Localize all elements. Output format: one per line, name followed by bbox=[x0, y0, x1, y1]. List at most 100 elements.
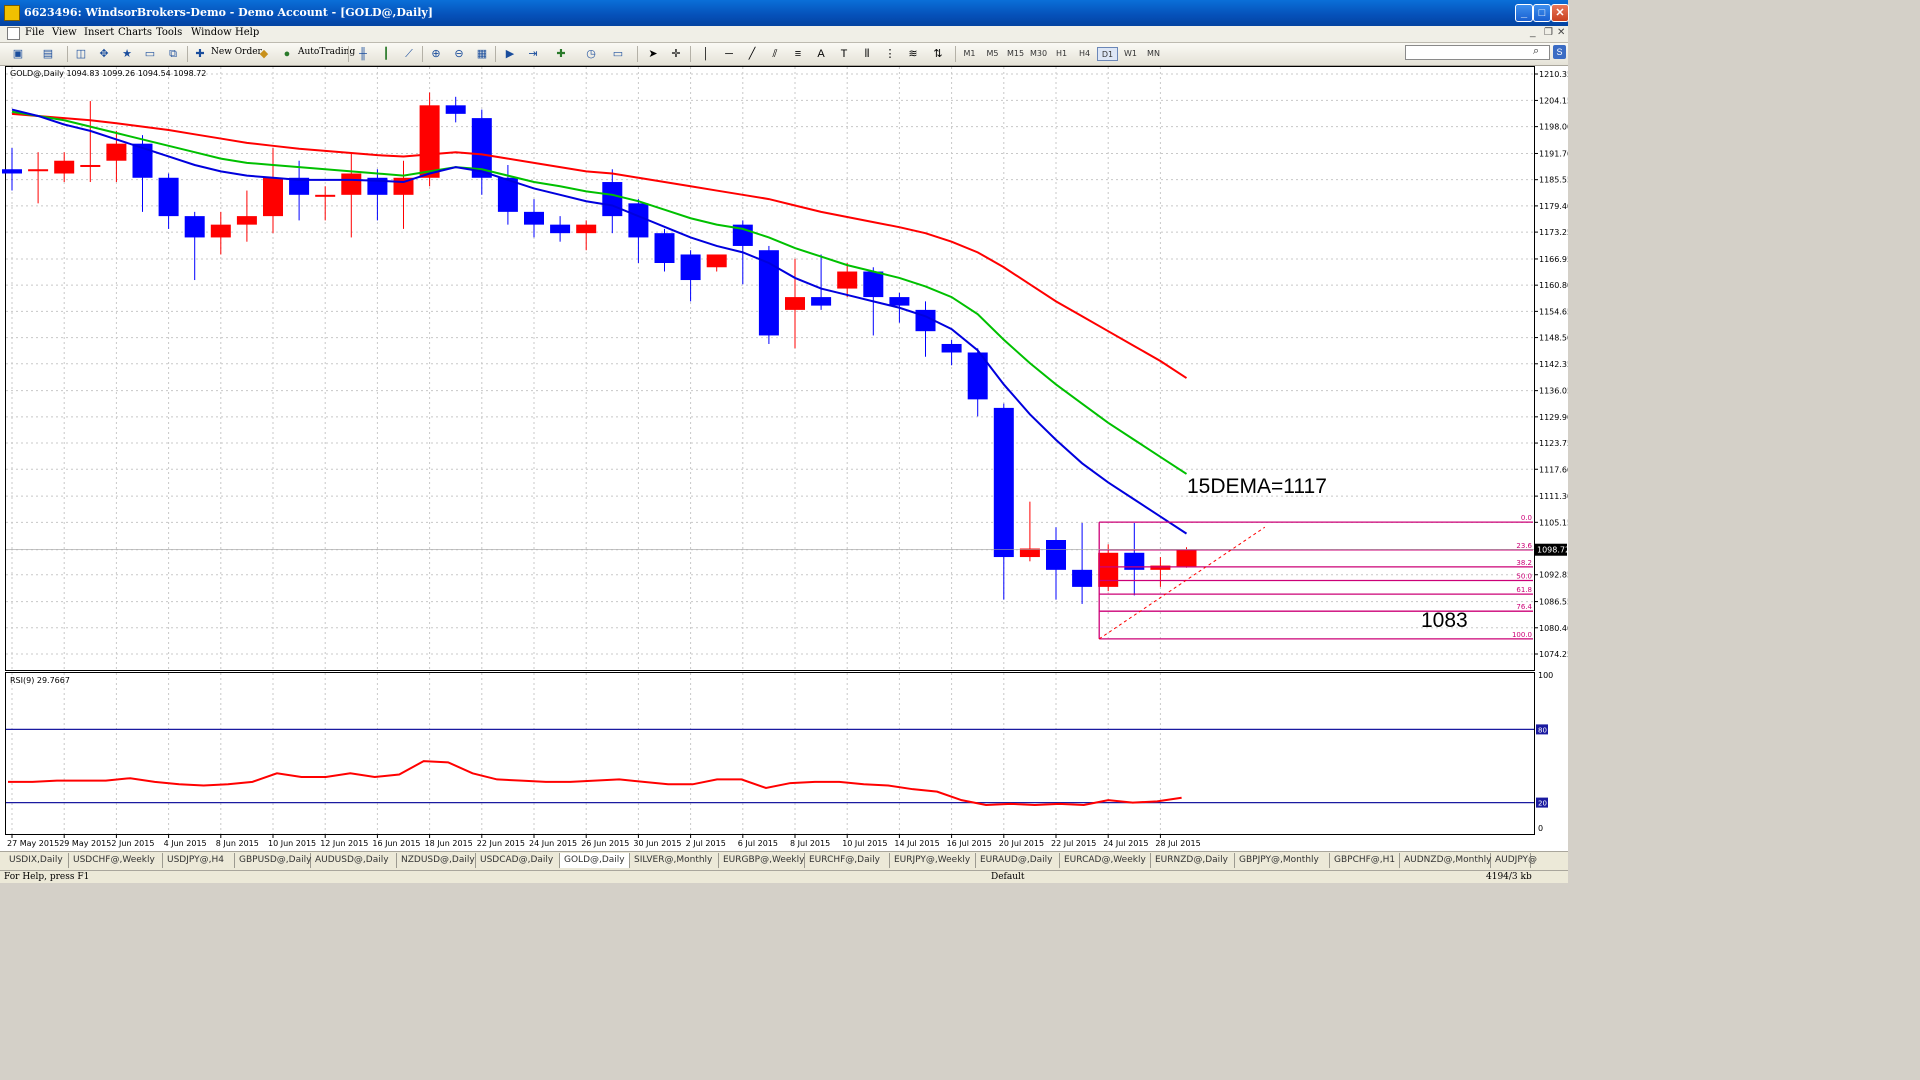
maximize-button[interactable]: □ bbox=[1533, 4, 1551, 22]
timeframe-m15[interactable]: M15 bbox=[1006, 49, 1025, 58]
market-watch-icon[interactable]: ◫ bbox=[75, 48, 87, 60]
chart-tab[interactable]: EURNZD@,Daily bbox=[1151, 853, 1235, 868]
chart-tab[interactable]: EURAUD@,Daily bbox=[976, 853, 1060, 868]
text-icon[interactable]: A bbox=[817, 48, 825, 60]
tile-windows-icon[interactable]: ▦ bbox=[476, 48, 488, 60]
candle bbox=[471, 109, 492, 195]
chart-tab[interactable]: GBPCHF@,H1 bbox=[1330, 853, 1400, 868]
autotrading-button[interactable]: AutoTrading bbox=[298, 47, 356, 57]
horizontal-line-icon[interactable]: ─ bbox=[725, 48, 733, 60]
candle-body bbox=[993, 407, 1014, 558]
new-chart-icon[interactable]: ▣ bbox=[12, 48, 24, 60]
menu-window[interactable]: Window bbox=[191, 27, 232, 38]
navigator-icon[interactable]: ★ bbox=[122, 48, 132, 60]
timeframe-m5[interactable]: M5 bbox=[986, 49, 999, 58]
menu-charts[interactable]: Charts bbox=[118, 27, 152, 38]
fibonacci-icon[interactable]: ≡ bbox=[794, 48, 802, 60]
rsi-level-box bbox=[1536, 797, 1548, 808]
strategy-tester-icon[interactable]: ⧉ bbox=[169, 48, 177, 60]
mdi-restore-button[interactable]: ❐ bbox=[1544, 27, 1553, 38]
metaeditor-icon[interactable]: ◆ bbox=[259, 48, 269, 60]
timeframe-w1[interactable]: W1 bbox=[1124, 49, 1137, 58]
mdi-minimize-button[interactable]: _ bbox=[1530, 27, 1536, 38]
chart-shift-icon[interactable]: ⇥ bbox=[528, 48, 538, 60]
menu-insert[interactable]: Insert bbox=[84, 27, 115, 38]
vertical-line-icon[interactable]: │ bbox=[702, 48, 710, 60]
bar-chart-icon[interactable]: ╫ bbox=[359, 48, 367, 60]
zoom-out-icon[interactable]: ⊖ bbox=[454, 48, 464, 60]
chart-tab[interactable]: EURJPY@,Weekly bbox=[890, 853, 976, 868]
menu-view[interactable]: View bbox=[52, 27, 77, 38]
chart-tab[interactable]: AUDUSD@,Daily bbox=[311, 853, 397, 868]
fibo-fan-icon[interactable]: ⋮ bbox=[884, 48, 896, 60]
trendline-icon[interactable]: ╱ bbox=[748, 48, 756, 60]
data-window-icon[interactable]: ✥ bbox=[99, 48, 109, 60]
chart-tab[interactable]: USDJPY@,H4 bbox=[163, 853, 235, 868]
menu-help[interactable]: Help bbox=[235, 27, 260, 38]
document-icon[interactable] bbox=[7, 27, 20, 40]
chart-tab[interactable]: GOLD@,Daily bbox=[560, 853, 630, 868]
toolbar-separator bbox=[67, 46, 68, 62]
gann-icon[interactable]: ⦀ bbox=[864, 48, 870, 60]
close-button[interactable]: ✕ bbox=[1551, 4, 1569, 22]
mdi-close-button[interactable]: ✕ bbox=[1557, 27, 1566, 38]
zoom-in-icon[interactable]: ⊕ bbox=[431, 48, 441, 60]
timeframe-m1[interactable]: M1 bbox=[963, 49, 976, 58]
price-tick-label: 1179.40 bbox=[1539, 202, 1568, 211]
community-icon[interactable]: S bbox=[1553, 45, 1566, 59]
candle bbox=[445, 96, 466, 123]
timeframe-h4[interactable]: H4 bbox=[1078, 49, 1091, 58]
equidistant-channel-icon[interactable]: ⫽ bbox=[772, 48, 778, 60]
auto-scroll-icon[interactable]: ▶ bbox=[505, 48, 515, 60]
autotrading-icon[interactable]: ● bbox=[283, 48, 291, 60]
price-tick-label: 1142.35 bbox=[1539, 360, 1568, 369]
chart-tab[interactable]: EURCAD@,Weekly bbox=[1060, 853, 1151, 868]
new-order-button[interactable]: New Order bbox=[211, 47, 262, 57]
target-annotation[interactable]: 1083 bbox=[1421, 609, 1468, 632]
timeframe-m30[interactable]: M30 bbox=[1029, 49, 1048, 58]
chart-tab[interactable]: AUDJPY@ bbox=[1491, 853, 1537, 868]
cursor-icon[interactable]: ➤ bbox=[648, 48, 658, 60]
dema-annotation[interactable]: 15DEMA=1117 bbox=[1187, 475, 1327, 498]
indicators-icon[interactable]: ✚ bbox=[556, 48, 566, 60]
timeframe-mn[interactable]: MN bbox=[1147, 49, 1160, 58]
minimize-button[interactable]: _ bbox=[1515, 4, 1533, 22]
crosshair-icon[interactable]: ✛ bbox=[671, 48, 681, 60]
chart-tab[interactable]: EURCHF@,Daily bbox=[805, 853, 890, 868]
chart-tab[interactable]: NZDUSD@,Daily bbox=[397, 853, 476, 868]
timeframe-d1[interactable]: D1 bbox=[1097, 47, 1118, 61]
arrows-icon[interactable]: ⇅ bbox=[933, 48, 943, 60]
candle-body bbox=[576, 224, 597, 234]
chart-tab[interactable]: USDIX,Daily bbox=[5, 853, 69, 868]
menu-file[interactable]: File bbox=[25, 27, 45, 38]
chart-tab[interactable]: AUDNZD@,Monthly bbox=[1400, 853, 1491, 868]
chart-tab[interactable]: USDCHF@,Weekly bbox=[69, 853, 163, 868]
candle bbox=[289, 160, 310, 221]
candle-body bbox=[445, 105, 466, 114]
periods-icon[interactable]: ◷ bbox=[586, 48, 596, 60]
candlestick-icon[interactable]: ┃ bbox=[382, 48, 390, 60]
text-label-icon[interactable]: T bbox=[840, 48, 848, 60]
chart-tab[interactable]: USDCAD@,Daily bbox=[476, 853, 560, 868]
search-icon[interactable]: ⌕ bbox=[1533, 45, 1540, 57]
chart-tab[interactable]: GBPJPY@,Monthly bbox=[1235, 853, 1330, 868]
menu-tools[interactable]: Tools bbox=[156, 27, 183, 38]
chart-tab[interactable]: GBPUSD@,Daily bbox=[235, 853, 311, 868]
chart-tab[interactable]: EURGBP@,Weekly bbox=[719, 853, 805, 868]
terminal-icon[interactable]: ▭ bbox=[144, 48, 156, 60]
candle-body bbox=[706, 254, 727, 268]
search-input[interactable] bbox=[1405, 45, 1550, 60]
fibo-arcs-icon[interactable]: ≋ bbox=[908, 48, 918, 60]
app-icon[interactable] bbox=[4, 5, 20, 21]
profiles-icon[interactable]: ▤ bbox=[42, 48, 54, 60]
chart-area[interactable]: 0.0 23.6 38.2 50.0 61.8 76.4 100.0 1210.35 1204… bbox=[0, 66, 1568, 851]
templates-icon[interactable]: ▭ bbox=[612, 48, 624, 60]
candle-body bbox=[184, 216, 205, 238]
line-chart-icon[interactable]: ⟋ bbox=[405, 48, 413, 60]
candle-body bbox=[1046, 540, 1066, 570]
price-tick-label: 1148.50 bbox=[1539, 334, 1568, 343]
timeframe-h1[interactable]: H1 bbox=[1055, 49, 1068, 58]
candles bbox=[2, 92, 1197, 604]
new-order-icon[interactable]: ✚ bbox=[195, 48, 205, 60]
chart-tab[interactable]: SILVER@,Monthly bbox=[630, 853, 719, 868]
